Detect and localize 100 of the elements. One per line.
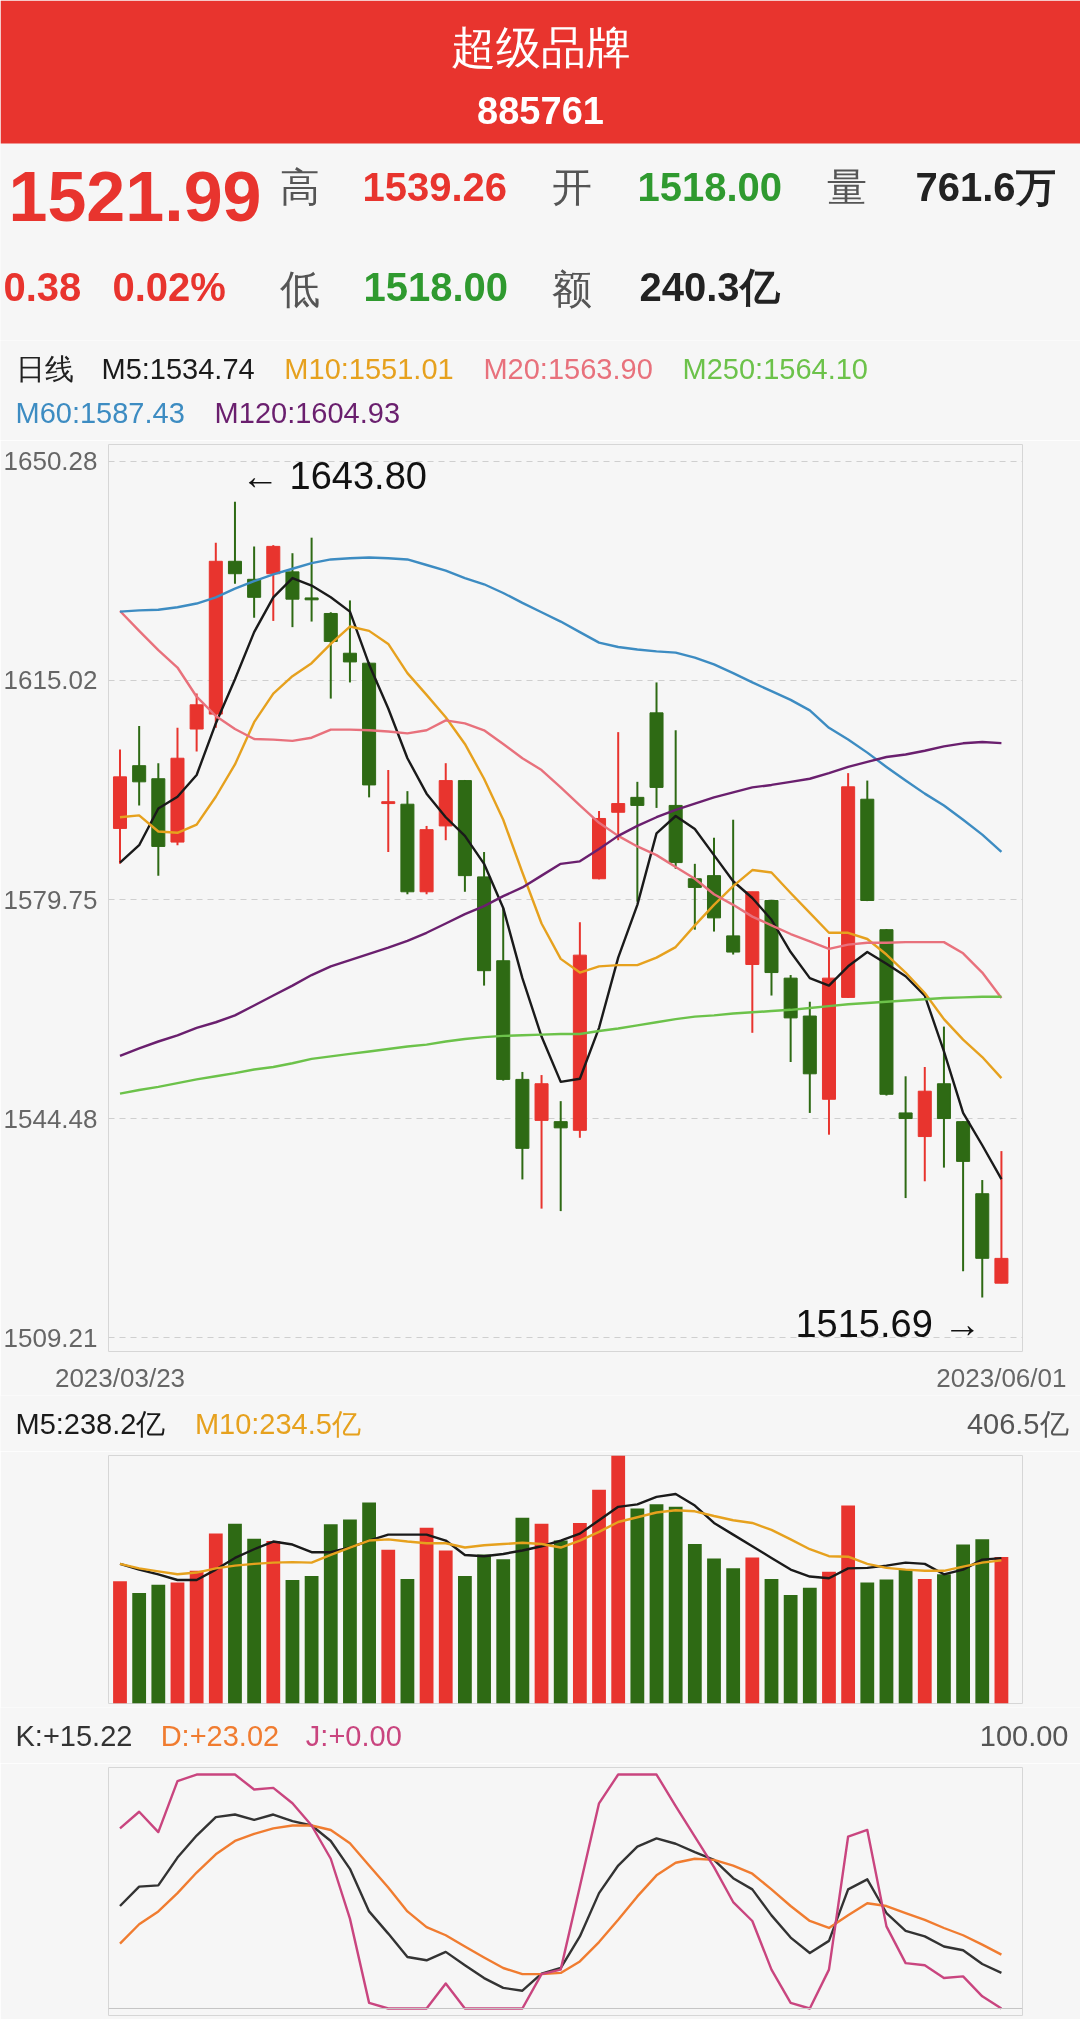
bar: [323, 1524, 338, 1704]
text: 开: [551, 164, 592, 209]
bar: [802, 1587, 817, 1704]
bar: [208, 1533, 223, 1704]
text: 额: [551, 266, 592, 311]
bar: [381, 1549, 396, 1704]
annotation: 1515.69 →: [795, 1303, 982, 1346]
bar: [496, 1559, 511, 1704]
text: D:+23.02: [160, 1719, 280, 1752]
text: M5:238.2亿: [15, 1407, 166, 1440]
bar: [458, 1576, 472, 1704]
text: 240.3亿: [639, 264, 781, 309]
bar: [343, 1519, 357, 1704]
line-series: [118, 740, 1003, 1057]
bar: [668, 1506, 683, 1704]
bar: [783, 1595, 798, 1704]
candlestick: [898, 1075, 913, 1200]
bar: [419, 1527, 434, 1704]
bar: [649, 1504, 664, 1704]
bar: [515, 1517, 530, 1704]
candlestick: [381, 769, 396, 854]
x-tick-label: 2023/03/23: [54, 1362, 186, 1393]
bar: [362, 1502, 376, 1704]
bar: [630, 1508, 645, 1704]
bar: [285, 1580, 300, 1704]
y-tick-label: 1544.48: [3, 1103, 98, 1134]
bar: [266, 1541, 281, 1704]
line-series: [118, 576, 1003, 1181]
bar: [438, 1550, 453, 1704]
bar: [400, 1579, 415, 1704]
legend-title: 日线: [15, 352, 74, 385]
bar: [572, 1522, 587, 1704]
bar: [113, 1581, 127, 1704]
bar: [132, 1592, 147, 1704]
text: 高: [279, 164, 320, 209]
bar: [764, 1579, 779, 1704]
text: K:+15.22: [15, 1719, 133, 1752]
annotation: ← 1643.80: [241, 455, 427, 498]
text: M10:1551.01: [284, 352, 454, 385]
candlestick: [227, 500, 242, 585]
bar: [937, 1574, 951, 1704]
bar: [592, 1489, 606, 1704]
y-tick-label: 1579.75: [3, 884, 98, 915]
bar: [745, 1557, 760, 1704]
bar: [189, 1570, 204, 1704]
text: M250:1564.10: [682, 352, 868, 385]
candlestick: [611, 731, 626, 842]
text: M5:1534.74: [101, 352, 255, 385]
bar: [247, 1538, 262, 1704]
chart-title: 超级品牌: [450, 22, 631, 73]
bar: [553, 1540, 568, 1704]
text: 1518.00: [637, 164, 783, 209]
bar: [994, 1556, 1009, 1704]
y-tick-label: 1650.28: [3, 446, 98, 477]
text: 761.6万: [915, 164, 1056, 209]
text: M20:1563.90: [483, 352, 653, 385]
bar: [860, 1582, 875, 1704]
y-tick-label: 1615.02: [3, 665, 98, 696]
bar: [975, 1539, 990, 1704]
candlestick: [132, 724, 147, 807]
bar: [917, 1579, 932, 1704]
y-tick-label: 1509.21: [3, 1322, 98, 1353]
text: 0.02%: [112, 264, 226, 309]
bar: [228, 1523, 242, 1704]
text: M60:1587.43: [15, 396, 185, 429]
bar: [477, 1554, 491, 1704]
bar: [687, 1544, 702, 1704]
bar: [304, 1576, 319, 1704]
text: 1539.26: [362, 164, 508, 209]
candlestick: [726, 818, 741, 956]
candlestick: [630, 780, 645, 903]
text: 0.38: [3, 264, 82, 309]
text: M10:234.5亿: [194, 1407, 361, 1440]
x-tick-label: 2023/06/01: [936, 1362, 1067, 1393]
bar: [170, 1582, 185, 1704]
bar: [534, 1523, 549, 1704]
text: 406.5亿: [966, 1407, 1069, 1440]
bar: [707, 1558, 721, 1704]
bar: [898, 1569, 913, 1704]
text: 1518.00: [363, 264, 509, 309]
series-label: J:+0.00: [305, 1719, 402, 1752]
text: 100.00: [979, 1719, 1069, 1752]
text: 低: [279, 266, 320, 311]
text: M120:1604.93: [214, 396, 401, 429]
line-series: [118, 556, 1003, 854]
bar: [879, 1579, 894, 1704]
text: 1521.99: [8, 158, 262, 236]
chart-subtitle: 885761: [477, 90, 604, 132]
line-series: [118, 625, 1003, 1080]
line-series: [118, 995, 1003, 1095]
candlestick: [553, 1100, 568, 1213]
bar: [822, 1571, 836, 1704]
bar: [841, 1505, 856, 1704]
text: 量: [826, 164, 867, 209]
bar: [726, 1568, 741, 1704]
bar: [611, 1455, 626, 1704]
line-series: [118, 609, 1003, 1000]
bar: [151, 1584, 166, 1704]
candlestick: [342, 599, 357, 684]
bar: [956, 1544, 970, 1704]
